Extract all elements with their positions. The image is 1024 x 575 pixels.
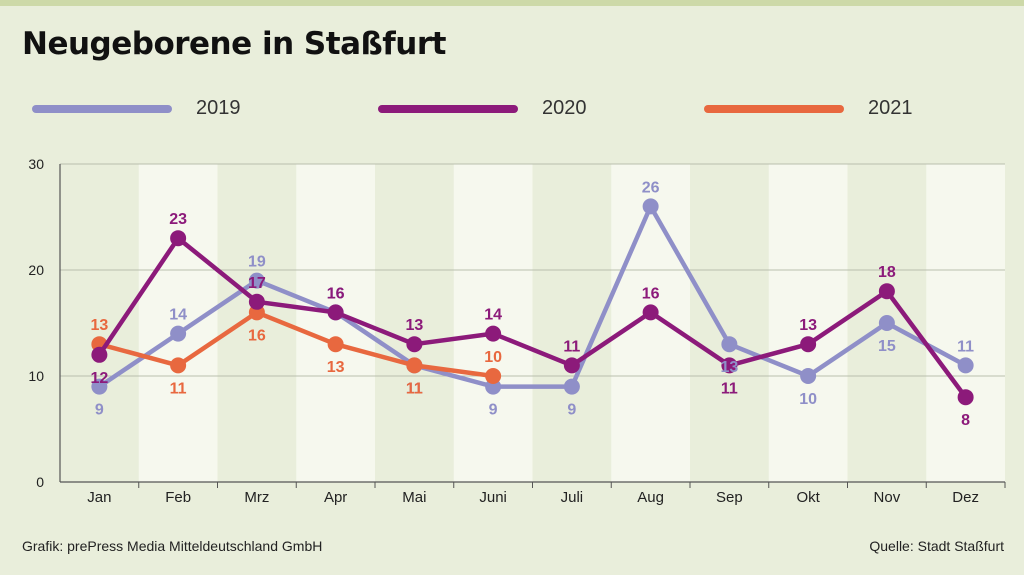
data-point-2020 bbox=[800, 336, 817, 353]
x-tick-label: Aug bbox=[637, 489, 664, 506]
legend-swatch-2021 bbox=[704, 105, 844, 113]
data-point-2019 bbox=[878, 315, 895, 331]
data-label-2020: 23 bbox=[169, 211, 187, 228]
data-point-2020 bbox=[721, 357, 738, 374]
legend-swatch-2019 bbox=[32, 105, 172, 113]
data-point-2019 bbox=[170, 325, 187, 342]
data-point-2019 bbox=[800, 368, 817, 384]
data-label-2021: 13 bbox=[327, 359, 345, 376]
series-line-2020 bbox=[97, 235, 968, 400]
data-label-2020: 8 bbox=[961, 412, 970, 429]
x-tick-label: Okt bbox=[796, 489, 820, 506]
data-point-2020 bbox=[91, 346, 108, 363]
data-point-2020 bbox=[406, 336, 423, 353]
legend-label-2019: 2019 bbox=[196, 97, 241, 119]
data-label-2021: 10 bbox=[484, 349, 502, 366]
series-line-2021 bbox=[97, 310, 496, 379]
data-point-2020 bbox=[642, 304, 659, 321]
source-text: Quelle: Stadt Staßfurt bbox=[869, 538, 1004, 554]
data-point-2021 bbox=[170, 357, 187, 374]
data-label-2020: 16 bbox=[642, 285, 660, 302]
data-label-2020: 12 bbox=[90, 370, 108, 387]
data-point-2021 bbox=[327, 336, 344, 353]
legend-label-2021: 2021 bbox=[868, 97, 913, 119]
x-tick-label: Apr bbox=[324, 489, 347, 506]
data-point-2019 bbox=[642, 198, 659, 215]
y-tick-label: 30 bbox=[28, 156, 44, 172]
data-point-2019 bbox=[957, 357, 974, 374]
line-chart: 0 10 20 30 Jan Feb Mrz Apr Mai Juni Juli Aug Sep Okt N… bbox=[28, 156, 1006, 506]
data-point-2020 bbox=[485, 325, 502, 342]
x-tick-label: Sep bbox=[716, 489, 743, 506]
chart-title: Neugeborene in Staßfurt bbox=[22, 26, 446, 62]
y-tick-label: 0 bbox=[36, 474, 44, 490]
x-tick-label: Feb bbox=[165, 489, 191, 506]
legend-label-2020: 2020 bbox=[542, 97, 587, 119]
x-tick-label: Dez bbox=[952, 489, 979, 506]
credit-text: Grafik: prePress Media Mitteldeutschland… bbox=[22, 538, 323, 554]
data-label-2020: 17 bbox=[248, 275, 266, 292]
data-label-2019: 9 bbox=[567, 402, 576, 419]
data-point-2020 bbox=[878, 283, 895, 300]
column-band bbox=[768, 164, 848, 482]
data-point-2019 bbox=[91, 378, 108, 395]
data-label-2019: 26 bbox=[642, 179, 660, 196]
data-label-2019: 9 bbox=[489, 402, 498, 419]
data-label-2019: 9 bbox=[95, 402, 104, 419]
data-label-2019: 10 bbox=[799, 391, 817, 408]
legend-swatch-2020 bbox=[378, 105, 518, 113]
legend: 2019 2020 2021 bbox=[0, 94, 1024, 124]
data-label-2021: 16 bbox=[248, 327, 266, 344]
data-point-2020 bbox=[248, 293, 265, 310]
x-tick-label: Mrz bbox=[244, 489, 269, 506]
data-label-2019: 11 bbox=[406, 380, 423, 397]
data-label-2021: 11 bbox=[170, 380, 187, 397]
data-label-2020: 14 bbox=[484, 307, 502, 324]
data-point-2019 bbox=[721, 336, 738, 353]
y-tick-label: 10 bbox=[28, 368, 44, 384]
column-band bbox=[926, 164, 1005, 482]
top-accent-bar bbox=[0, 0, 1024, 6]
data-point-2021 bbox=[406, 357, 423, 374]
data-label-2020: 11 bbox=[721, 380, 738, 397]
data-point-2020 bbox=[563, 357, 580, 374]
data-point-2019 bbox=[248, 272, 265, 289]
x-tick-label: Juni bbox=[479, 489, 507, 506]
data-label-2020: 18 bbox=[878, 264, 896, 281]
data-label-2019: 14 bbox=[169, 307, 187, 324]
data-label-2019: 15 bbox=[878, 338, 896, 355]
data-point-2020 bbox=[957, 389, 974, 406]
data-label-2020: 13 bbox=[405, 317, 423, 334]
column-band bbox=[453, 164, 533, 482]
data-label-2019: 11 bbox=[957, 338, 974, 355]
x-tick-label: Nov bbox=[874, 489, 901, 506]
data-label-2019: 13 bbox=[720, 359, 738, 376]
data-label-2020: 13 bbox=[799, 317, 817, 334]
column-band bbox=[611, 164, 690, 482]
series-2020 bbox=[91, 230, 974, 406]
y-tick-label: 20 bbox=[28, 262, 44, 278]
x-tick-label: Juli bbox=[561, 489, 584, 506]
data-label-2021: 13 bbox=[90, 317, 108, 334]
x-tick-label: Mai bbox=[402, 489, 426, 506]
x-tick-label: Jan bbox=[87, 489, 111, 506]
data-point-2020 bbox=[327, 304, 344, 321]
column-band bbox=[138, 164, 218, 482]
data-label-2019: 16 bbox=[327, 285, 345, 302]
data-label-2019: 19 bbox=[248, 254, 266, 271]
data-point-2021 bbox=[485, 368, 502, 384]
data-label-2020: 11 bbox=[563, 338, 580, 355]
data-label-2021: 11 bbox=[406, 380, 423, 397]
data-point-2019 bbox=[563, 378, 580, 395]
data-point-2020 bbox=[170, 230, 187, 247]
data-label-2020: 16 bbox=[327, 285, 345, 302]
